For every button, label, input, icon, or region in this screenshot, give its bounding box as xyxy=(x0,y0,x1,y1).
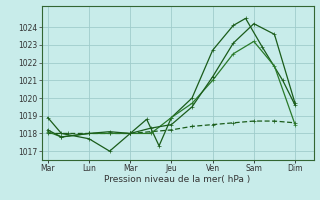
X-axis label: Pression niveau de la mer( hPa ): Pression niveau de la mer( hPa ) xyxy=(104,175,251,184)
